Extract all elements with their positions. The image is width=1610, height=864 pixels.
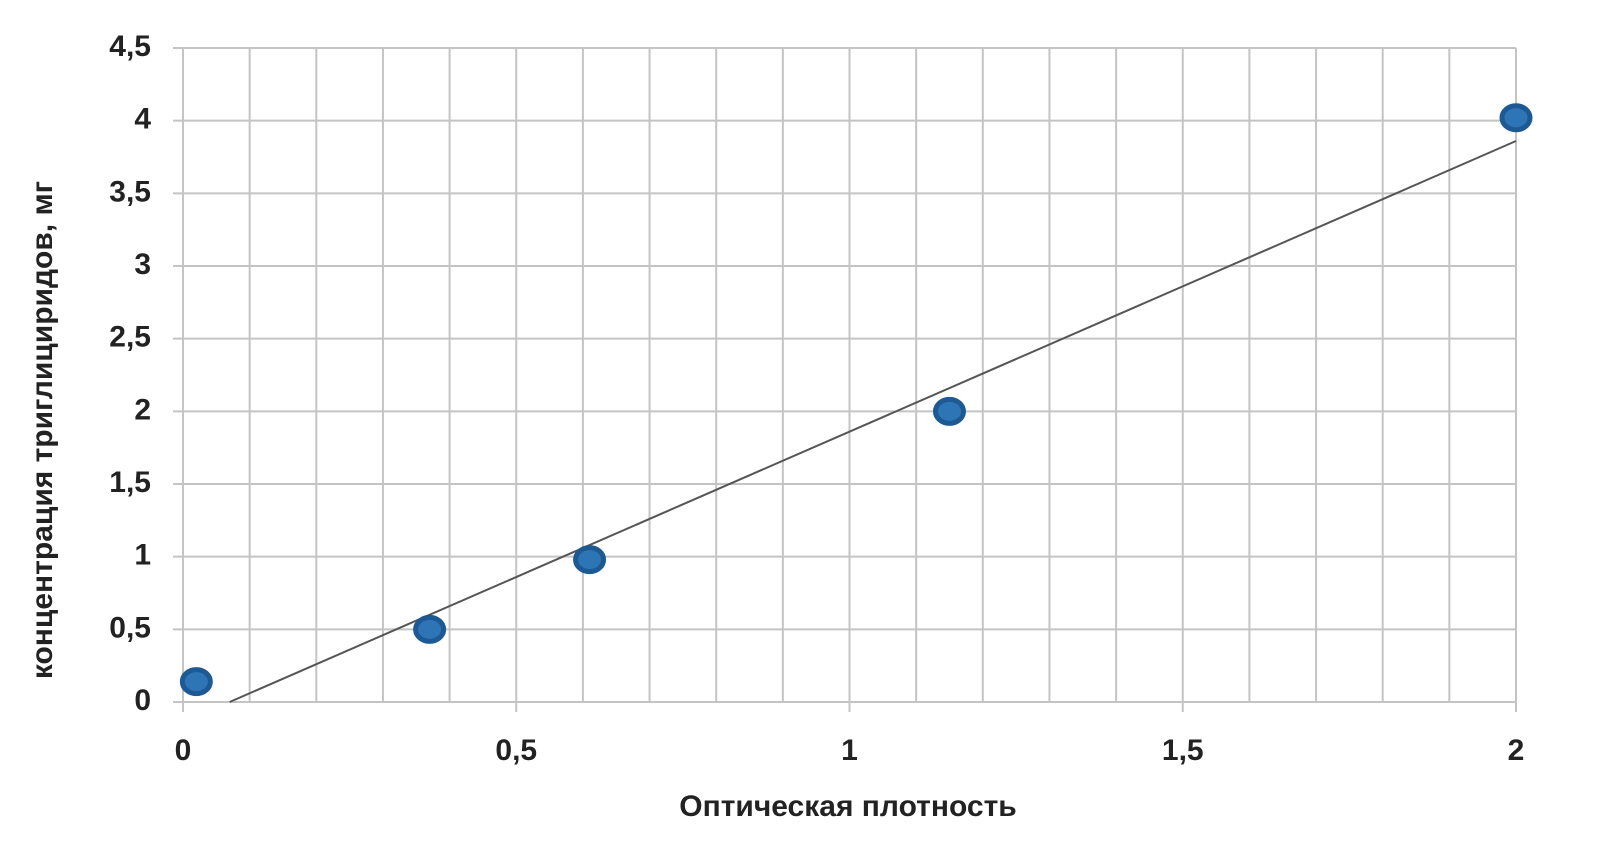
- x-tick-label: 0: [175, 734, 192, 767]
- y-tick-label: 2: [134, 393, 151, 426]
- point: [413, 614, 447, 644]
- point: [179, 667, 213, 697]
- y-tick-label: 0,5: [109, 611, 151, 644]
- x-tick-label: 1,5: [1162, 734, 1204, 767]
- y-axis-title: концентрация триглициридов, мг: [26, 181, 59, 679]
- y-tick-label: 3,5: [109, 175, 151, 208]
- y-tick-label: 4: [134, 103, 151, 136]
- point: [1499, 103, 1533, 133]
- x-axis-title: Оптическая плотность: [679, 790, 1016, 823]
- point: [932, 396, 966, 426]
- x-tick-label: 1: [841, 734, 858, 767]
- point: [573, 545, 607, 575]
- x-tick-label: 0,5: [495, 734, 537, 767]
- y-tick-label: 0: [134, 684, 151, 717]
- trendline: [229, 140, 1517, 703]
- y-tick-label: 4,5: [109, 30, 151, 63]
- y-tick-label: 3: [134, 248, 151, 281]
- y-tick-label: 1,5: [109, 466, 151, 499]
- y-tick-label: 2,5: [109, 321, 151, 354]
- x-tick-label: 2: [1508, 734, 1525, 767]
- y-tick-label: 1: [134, 539, 151, 572]
